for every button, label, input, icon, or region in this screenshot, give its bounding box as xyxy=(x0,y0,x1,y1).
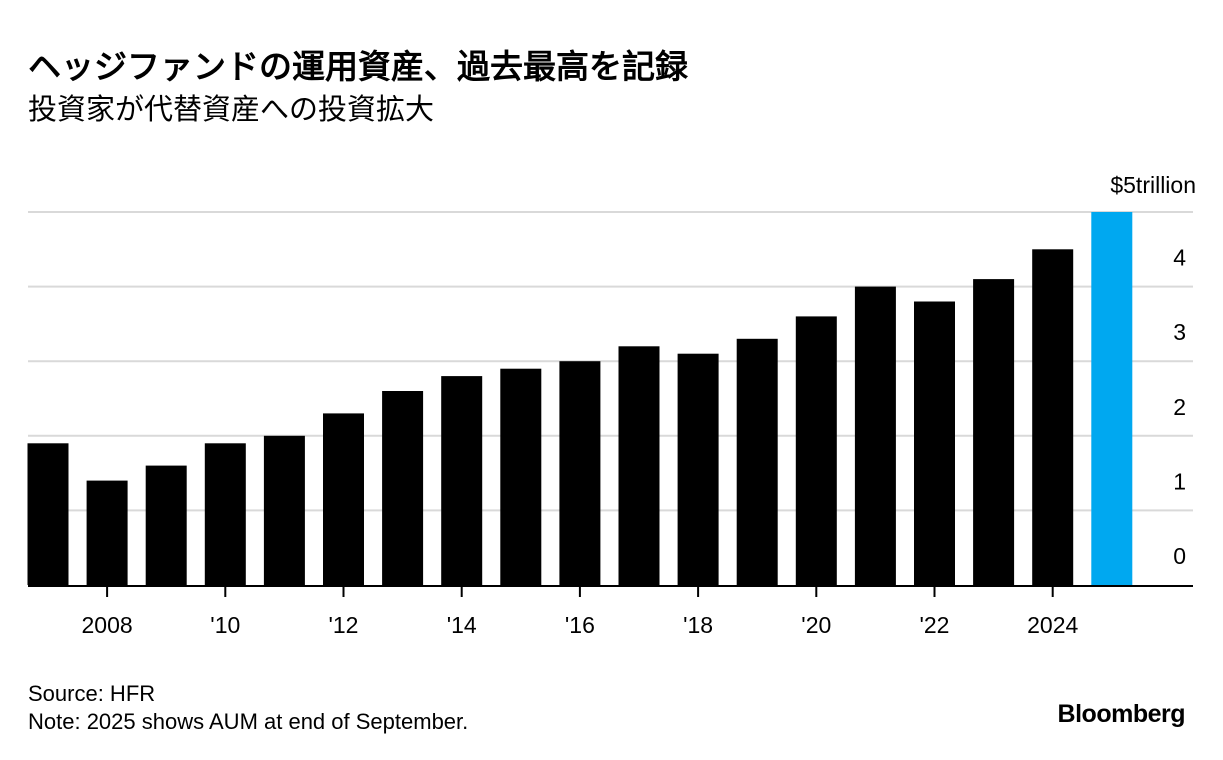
bar-2024 xyxy=(1032,249,1074,586)
bar-2022 xyxy=(914,301,955,585)
y-tick-label: $5trillion xyxy=(1110,172,1196,198)
bar-2011 xyxy=(263,435,305,585)
x-tick-label: '12 xyxy=(329,612,359,638)
x-tick-label: '14 xyxy=(447,612,477,638)
bar-2013 xyxy=(382,391,424,585)
x-tick-label: 2024 xyxy=(1027,612,1078,638)
bar-2015 xyxy=(500,368,542,585)
x-tick-label: '18 xyxy=(683,612,713,638)
bar-2012 xyxy=(323,413,364,585)
y-tick-label: 4 xyxy=(1173,245,1186,271)
bar-2025 xyxy=(1091,212,1133,585)
bar-2010 xyxy=(204,443,246,585)
x-tick-label: 2008 xyxy=(82,612,133,638)
bar-2021 xyxy=(854,286,896,585)
bar-2009 xyxy=(145,465,187,585)
bar-2014 xyxy=(441,376,483,585)
x-tick-label: '22 xyxy=(920,612,950,638)
gridlines xyxy=(28,211,1193,512)
tick-labels: 0 1 2 3 4 $5trillion 2008 '10 '12 '14 '16 '18 '20 '22… xyxy=(82,172,1196,638)
bar-2019 xyxy=(736,338,778,585)
bar-2007 xyxy=(27,443,69,585)
x-tick-label: '16 xyxy=(565,612,595,638)
bars xyxy=(27,212,1133,586)
y-tick-label: 3 xyxy=(1173,319,1186,345)
chart-subtitle: 投資家が代替資産への投資拡大 xyxy=(28,92,435,126)
bar-2018 xyxy=(677,353,719,585)
bar-2008 xyxy=(86,480,128,585)
chart-title: ヘッジファンドの運用資産、過去最高を記録 xyxy=(28,47,688,86)
x-tick-label: '20 xyxy=(801,612,831,638)
bloomberg-logo: Bloomberg xyxy=(1057,700,1186,728)
y-tick-label: 1 xyxy=(1173,468,1186,494)
source-text: Source: HFR xyxy=(28,681,156,706)
y-tick-label: 2 xyxy=(1173,394,1186,420)
y-tick-label: 0 xyxy=(1173,543,1186,569)
bar-2020 xyxy=(795,316,837,585)
bar-2017 xyxy=(618,346,660,585)
note-text: Note: 2025 shows AUM at end of September… xyxy=(28,709,469,734)
x-tick-label: '10 xyxy=(210,612,240,638)
bar-2023 xyxy=(973,279,1015,585)
axes xyxy=(28,585,1193,597)
bar-2016 xyxy=(559,361,601,585)
